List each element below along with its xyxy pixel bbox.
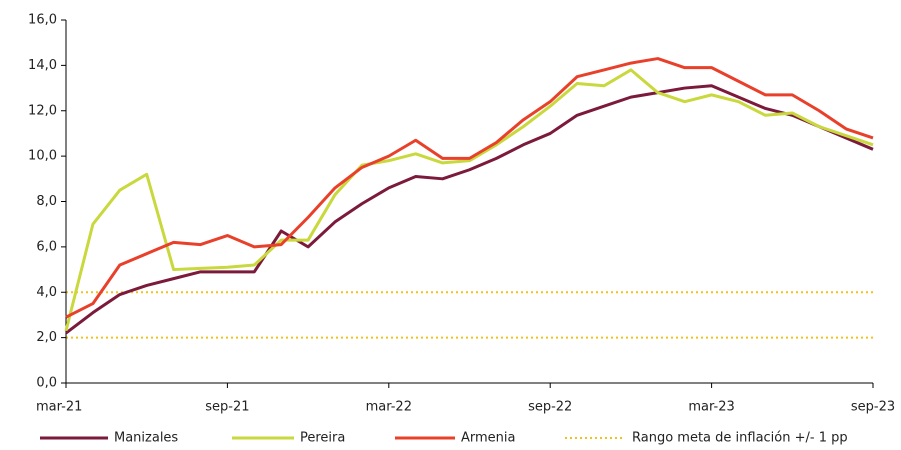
- x-tick-label: sep-21: [205, 400, 249, 415]
- y-tick-label: 12,0: [28, 103, 57, 118]
- x-tick-label: mar-23: [688, 400, 734, 415]
- legend-label: Rango meta de inflación +/- 1 pp: [632, 431, 848, 446]
- legend-label: Armenia: [461, 431, 516, 446]
- legend-label: Pereira: [300, 431, 345, 446]
- series-line: [64, 68, 874, 332]
- series-line: [65, 84, 874, 335]
- y-tick-label: 10,0: [28, 149, 57, 164]
- y-tick-label: 16,0: [28, 13, 57, 28]
- series-line: [65, 57, 874, 319]
- x-tick-label: mar-22: [366, 400, 412, 415]
- y-tick-label: 6,0: [36, 239, 57, 254]
- y-tick-label: 8,0: [36, 194, 57, 209]
- y-tick-label: 2,0: [36, 330, 57, 345]
- y-tick-label: 0,0: [36, 376, 57, 391]
- y-tick-label: 14,0: [28, 58, 57, 73]
- legend-label: Manizales: [114, 431, 178, 446]
- y-tick-label: 4,0: [36, 285, 57, 300]
- x-tick-label: sep-22: [528, 400, 572, 415]
- x-tick-label: mar-21: [36, 400, 82, 415]
- x-tick-label: sep-23: [851, 400, 895, 415]
